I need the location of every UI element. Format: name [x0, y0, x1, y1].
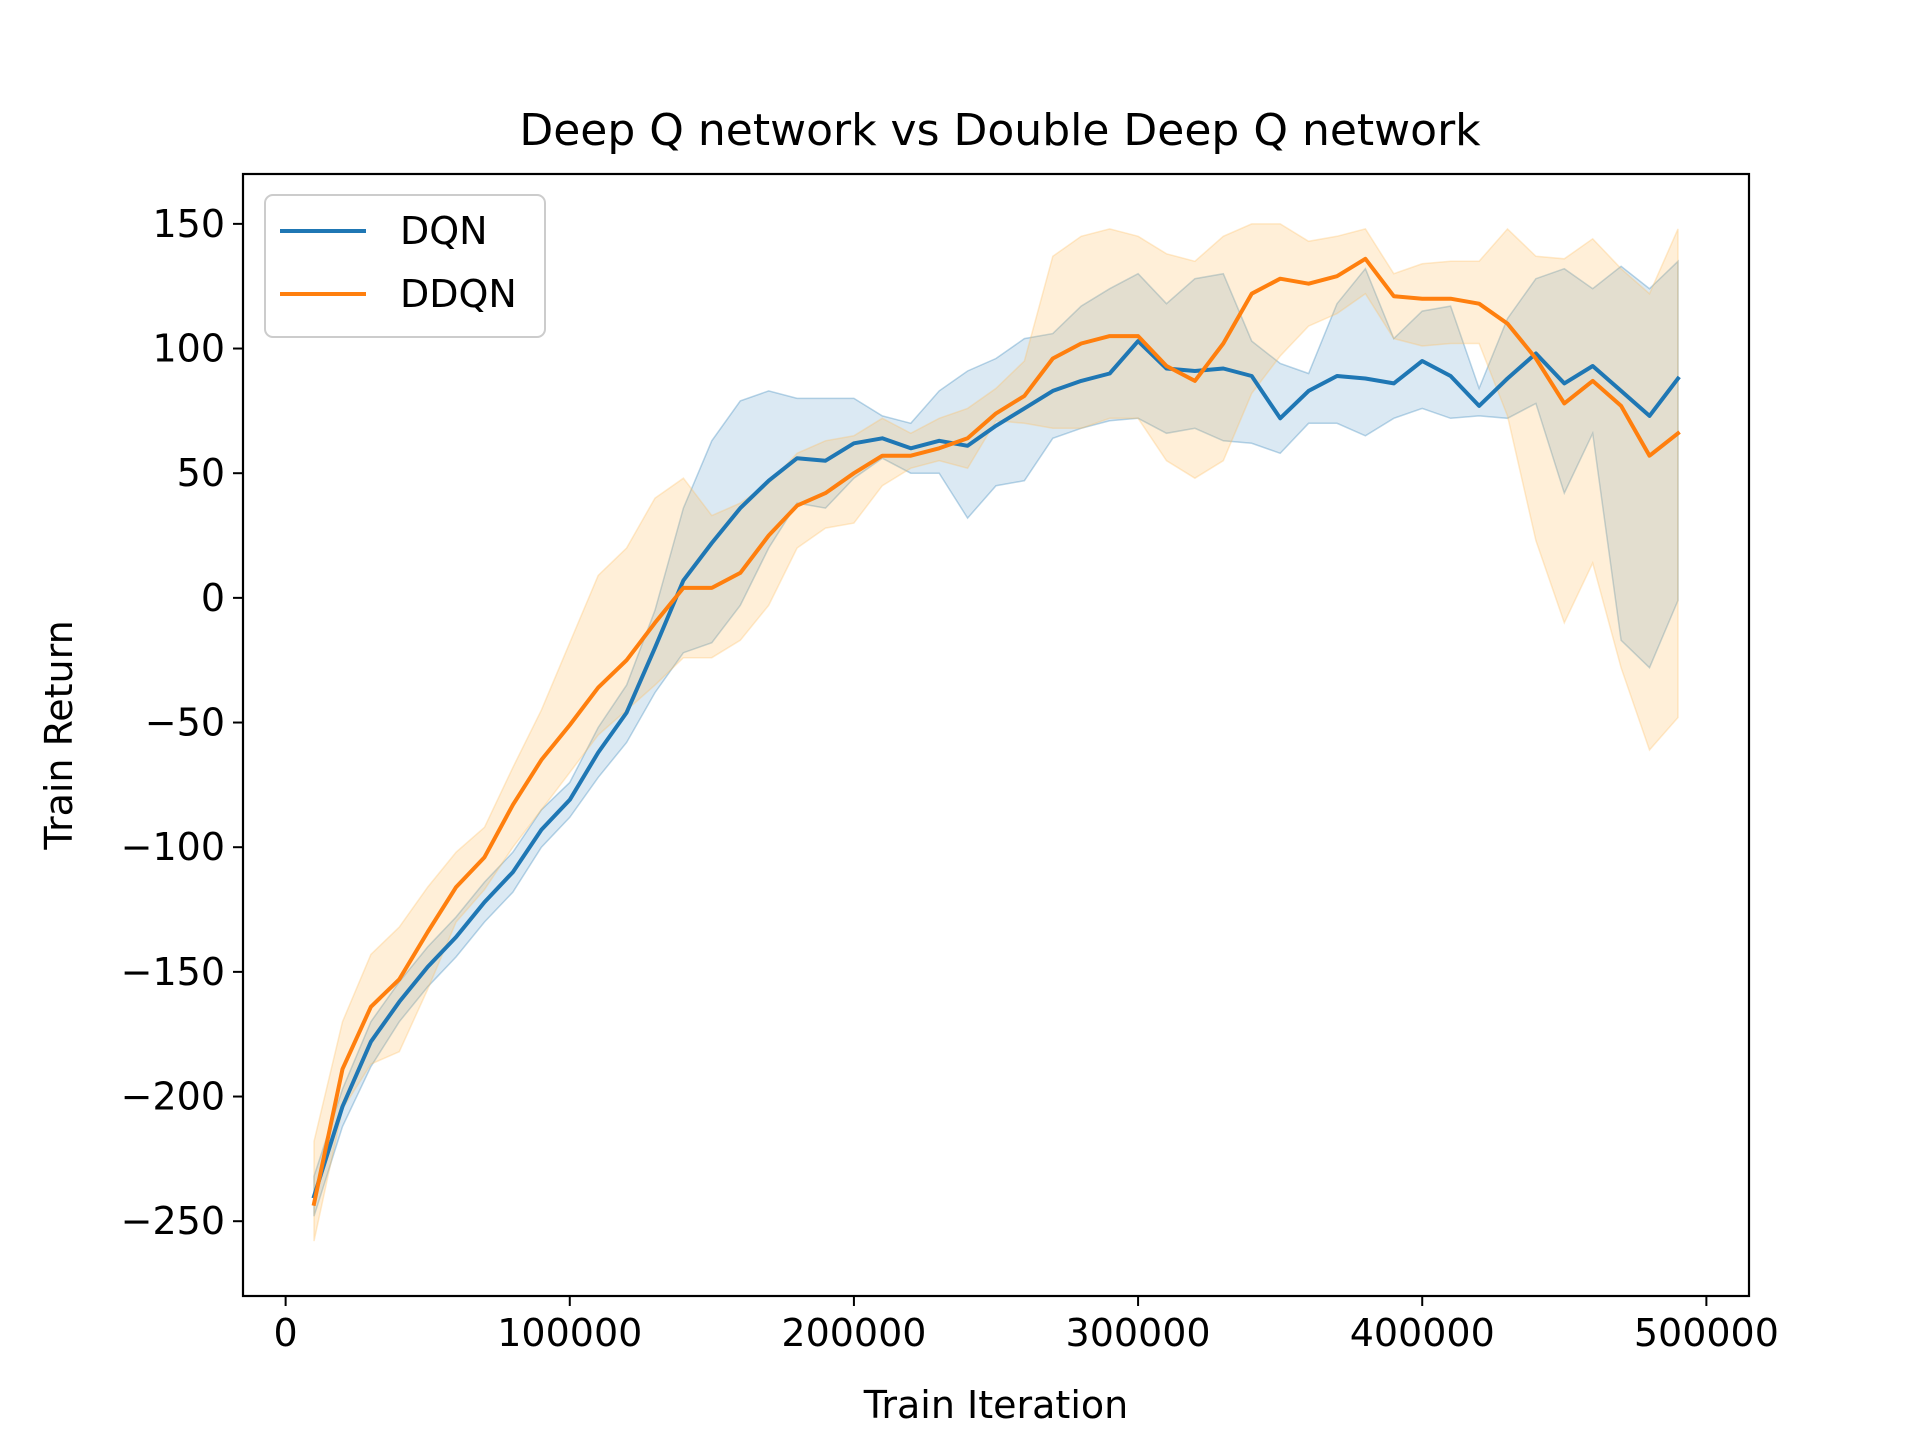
x-tick-label: 0 [274, 1311, 298, 1355]
y-tick-label: 150 [152, 202, 225, 246]
plot-frame [241, 172, 1751, 1298]
x-tick-label: 400000 [1350, 1311, 1495, 1355]
x-axis-label: Train Iteration [863, 1383, 1128, 1427]
x-tick-label: 200000 [781, 1311, 926, 1355]
y-tick-label: −100 [121, 825, 225, 869]
y-axis: −250 −200 −150 −100 −50 0 50 100 150 [121, 202, 243, 1243]
y-tick-label: −200 [121, 1075, 225, 1119]
y-tick-label: −250 [121, 1199, 225, 1243]
y-tick-label: −150 [121, 950, 225, 994]
y-tick-label: 100 [152, 327, 225, 371]
y-tick-label: −50 [145, 701, 225, 745]
legend-label-dqn: DQN [400, 209, 488, 253]
x-tick-label: 500000 [1634, 1311, 1779, 1355]
legend: DQN DDQN [264, 194, 546, 338]
y-tick-label: 0 [201, 576, 225, 620]
x-axis: 0 100000 200000 300000 400000 500000 [274, 1296, 1779, 1355]
y-axis-label: Train Return [37, 620, 81, 850]
legend-label-ddqn: DDQN [400, 272, 517, 316]
lines-layer [311, 256, 1681, 1207]
x-tick-label: 300000 [1066, 1311, 1211, 1355]
chart-title: Deep Q network vs Double Deep Q network [519, 105, 1481, 156]
x-tick-label: 100000 [497, 1311, 642, 1355]
y-tick-label: 50 [177, 451, 225, 495]
